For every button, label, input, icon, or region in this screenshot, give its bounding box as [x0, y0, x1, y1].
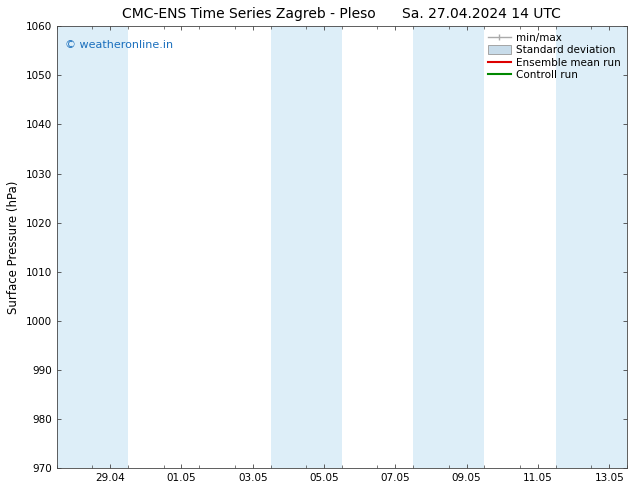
Legend: min/max, Standard deviation, Ensemble mean run, Controll run: min/max, Standard deviation, Ensemble me…	[485, 29, 624, 83]
Title: CMC-ENS Time Series Zagreb - Pleso      Sa. 27.04.2024 14 UTC: CMC-ENS Time Series Zagreb - Pleso Sa. 2…	[122, 7, 561, 21]
Bar	[271, 26, 342, 468]
Bar	[413, 26, 484, 468]
Y-axis label: Surface Pressure (hPa): Surface Pressure (hPa)	[7, 180, 20, 314]
Text: © weatheronline.in: © weatheronline.in	[65, 40, 173, 49]
Bar	[56, 26, 128, 468]
Bar	[556, 26, 627, 468]
